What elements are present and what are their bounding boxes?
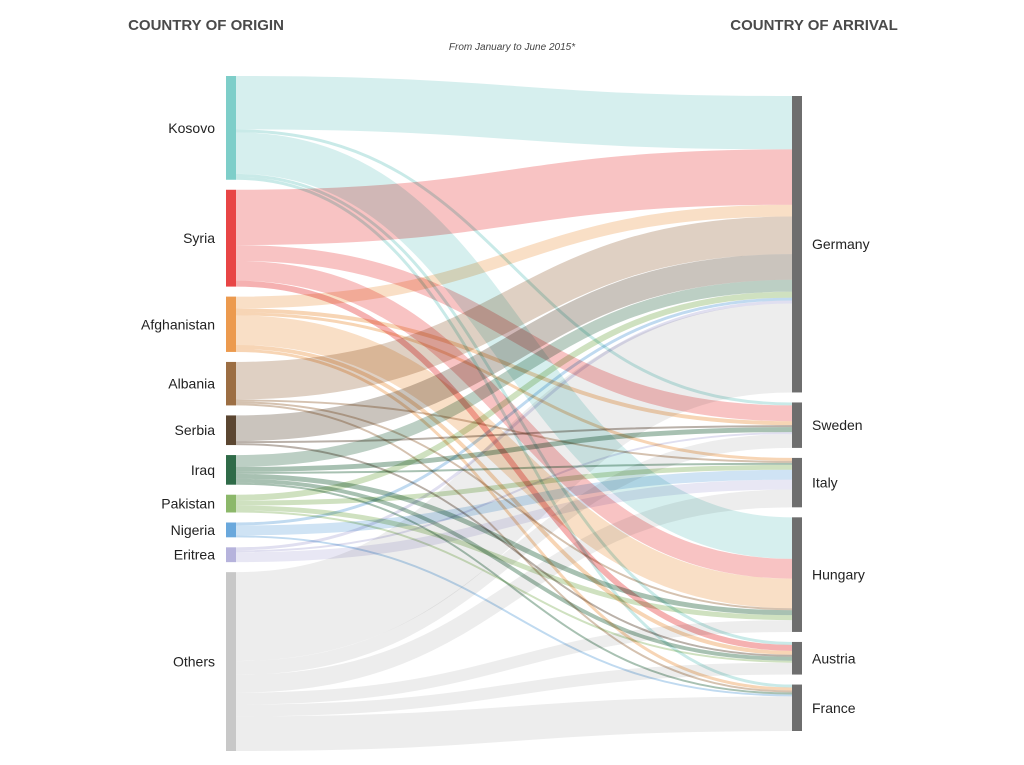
origin-bar-pakistan (226, 494, 236, 513)
flow-albania-to-germany (235, 216, 793, 400)
origin-label-nigeria: Nigeria (171, 522, 216, 538)
arrival-bar-italy (792, 457, 802, 508)
flow-iraq-to-germany (235, 279, 793, 467)
flow-afghanistan-to-germany (235, 204, 793, 309)
origin-label-afghanistan: Afghanistan (141, 316, 215, 332)
flow-iraq-to-austria (235, 478, 793, 661)
origin-label-eritrea: Eritrea (174, 547, 215, 563)
arrival-bar-hungary (792, 517, 802, 632)
origin-label-others: Others (173, 654, 215, 670)
arrival-label-france: France (812, 700, 856, 716)
origin-bar-others (226, 572, 236, 751)
origin-column-title: COUNTRY OF ORIGIN (128, 17, 284, 34)
flow-links (235, 76, 793, 752)
arrival-bar-germany (792, 96, 802, 393)
origin-bar-afghanistan (226, 296, 236, 352)
flow-others-to-germany (235, 303, 793, 662)
arrival-label-austria: Austria (812, 650, 856, 666)
flow-kosovo-to-germany (235, 76, 793, 150)
country-nodes: Kosovo Syria Afghanistan Albania Serbia Iraq P… (141, 76, 870, 751)
origin-bar-eritrea (226, 547, 236, 563)
origin-bar-nigeria (226, 522, 236, 538)
arrival-label-germany: Germany (812, 236, 870, 252)
origin-bar-kosovo (226, 76, 236, 180)
origin-bar-albania (226, 361, 236, 406)
arrival-label-sweden: Sweden (812, 417, 863, 433)
origin-label-kosovo: Kosovo (168, 120, 215, 136)
origin-bar-syria (226, 189, 236, 287)
origin-bar-iraq (226, 455, 236, 485)
arrival-bar-france (792, 684, 802, 731)
flow-serbia-to-germany (235, 254, 793, 442)
origin-label-syria: Syria (183, 230, 215, 246)
date-range-subtitle: From January to June 2015* (449, 42, 576, 53)
origin-label-albania: Albania (168, 376, 215, 392)
flow-others-to-hungary (235, 620, 793, 705)
flow-pakistan-to-germany (235, 291, 793, 501)
flow-others-to-austria (235, 662, 793, 717)
flow-others-to-sweden (235, 434, 793, 675)
origin-bar-serbia (226, 415, 236, 446)
flow-nigeria-to-germany (235, 297, 793, 526)
flow-others-to-france (235, 696, 793, 752)
flow-others-to-italy (235, 489, 793, 693)
origin-label-pakistan: Pakistan (161, 496, 215, 512)
origin-label-serbia: Serbia (175, 422, 216, 438)
arrival-bar-sweden (792, 402, 802, 448)
arrival-label-hungary: Hungary (812, 567, 865, 583)
origin-label-iraq: Iraq (191, 462, 215, 478)
arrival-label-italy: Italy (812, 475, 838, 491)
arrival-bar-austria (792, 641, 802, 675)
flow-syria-to-germany (235, 149, 793, 246)
arrival-column-title: COUNTRY OF ARRIVAL (730, 17, 898, 34)
flow-syria-to-hungary (235, 260, 793, 579)
